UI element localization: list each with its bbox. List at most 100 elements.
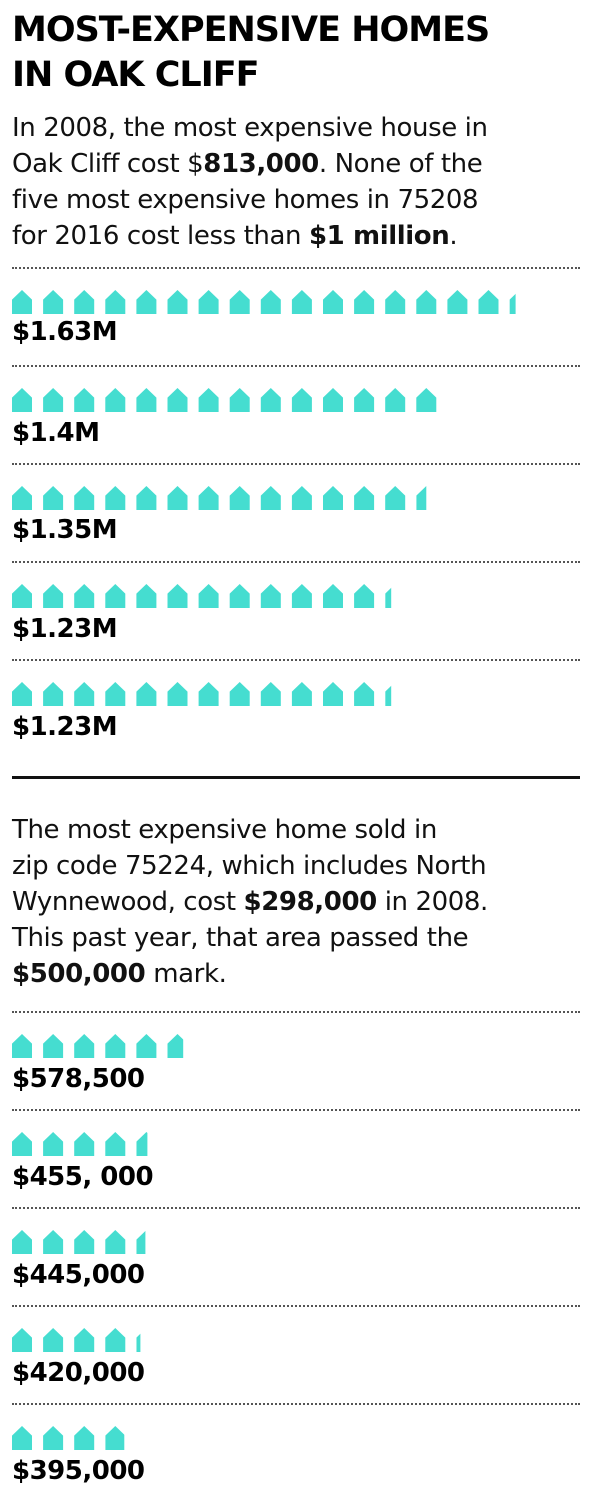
house-icon-shape — [105, 1426, 125, 1450]
house-icon — [323, 388, 343, 412]
house-icons-svg — [12, 584, 392, 608]
price-label: $1.23M — [12, 614, 118, 644]
house-icon-shape — [43, 1328, 64, 1352]
house-icon — [385, 388, 406, 412]
house-icon — [291, 584, 312, 608]
house-icons-svg — [12, 1132, 148, 1156]
house-icon — [74, 1132, 95, 1156]
house-icon — [260, 584, 281, 608]
house-icon-row — [12, 1230, 572, 1254]
house-icon-shape — [291, 584, 312, 608]
page-title: MOST-EXPENSIVE HOMES IN OAK CLIFF — [12, 8, 588, 98]
house-icon-shape — [198, 388, 219, 412]
house-icon-shape — [385, 685, 392, 706]
house-icon — [167, 388, 188, 412]
house-icon — [105, 290, 126, 314]
house-icon-shape — [260, 388, 281, 412]
house-icon — [291, 290, 312, 314]
house-icon — [12, 1132, 32, 1156]
house-icon-shape — [12, 290, 32, 314]
house-icon — [43, 584, 64, 608]
house-icon-shape — [12, 1034, 32, 1058]
house-icons-svg — [12, 1426, 125, 1450]
house-icon — [12, 1426, 32, 1450]
house-icon-shape — [416, 290, 437, 314]
price-label: $578,500 — [12, 1064, 145, 1094]
house-icon-shape — [198, 290, 219, 314]
house-icon-shape — [198, 486, 219, 510]
house-icon-row — [12, 486, 572, 510]
house-icon — [167, 486, 188, 510]
house-icon — [12, 584, 32, 608]
house-icon — [167, 584, 188, 608]
intro2-line-5-bold: $500,000 — [12, 959, 146, 989]
house-icon-shape — [478, 290, 499, 314]
house-icon-shape — [43, 682, 64, 706]
house-icon — [447, 290, 468, 314]
house-icon-shape — [136, 486, 157, 510]
house-icon — [323, 486, 343, 510]
house-icon-shape — [167, 584, 188, 608]
price-label: $445,000 — [12, 1260, 145, 1290]
house-icon-shape — [74, 486, 95, 510]
house-icon — [198, 388, 219, 412]
house-icon-row — [12, 1132, 572, 1156]
house-icon — [105, 682, 126, 706]
house-icon — [136, 584, 157, 608]
house-icon-shape — [385, 290, 406, 314]
house-icon-shape — [12, 1230, 32, 1254]
house-icon — [229, 584, 250, 608]
house-icon-shape — [136, 290, 157, 314]
house-icon-shape — [447, 290, 468, 314]
house-icon-shape — [354, 682, 375, 706]
intro1-line-4a: for 2016 cost less than — [12, 221, 309, 251]
house-icon-shape — [12, 1426, 32, 1450]
house-icon-shape — [136, 682, 157, 706]
house-icon-shape — [385, 486, 406, 510]
intro1-line-2b: . None of the — [318, 149, 483, 179]
house-icon — [323, 290, 343, 314]
house-icons-svg — [12, 1328, 141, 1352]
house-icon — [167, 1034, 184, 1058]
intro1-line-2a: Oak Cliff cost $ — [12, 149, 204, 179]
house-icon — [74, 290, 95, 314]
house-icon-shape — [229, 486, 250, 510]
house-icon-shape — [74, 388, 95, 412]
divider — [12, 659, 580, 661]
divider — [12, 267, 580, 269]
house-icon-shape — [323, 584, 343, 608]
house-icon — [105, 1426, 125, 1450]
house-icon-shape — [12, 584, 32, 608]
house-icon — [198, 682, 219, 706]
house-icon — [136, 1132, 148, 1156]
house-icon — [478, 290, 499, 314]
intro1-line-3: five most expensive homes in 75208 — [12, 185, 479, 215]
house-icons-svg — [12, 388, 437, 412]
house-icon-shape — [105, 1328, 126, 1352]
house-icon-shape — [385, 388, 406, 412]
house-icon — [229, 682, 250, 706]
divider — [12, 1011, 580, 1013]
house-icon-shape — [136, 1230, 146, 1254]
house-icon-row — [12, 1034, 572, 1058]
house-icon — [260, 682, 281, 706]
title-line-2: IN OAK CLIFF — [12, 55, 260, 95]
house-icon — [105, 1328, 126, 1352]
house-icon-shape — [323, 682, 343, 706]
house-icon — [12, 388, 32, 412]
house-icon — [354, 388, 375, 412]
house-icon-shape — [198, 682, 219, 706]
house-icon-shape — [385, 587, 392, 608]
house-icon — [74, 1230, 95, 1254]
house-icon — [43, 1328, 64, 1352]
price-label: $395,000 — [12, 1456, 145, 1486]
house-icon — [416, 290, 437, 314]
house-icon-shape — [43, 1230, 64, 1254]
house-icon-shape — [167, 388, 188, 412]
house-icon-shape — [354, 486, 375, 510]
house-icon — [354, 682, 375, 706]
house-icon — [74, 388, 95, 412]
house-icon-shape — [105, 1132, 126, 1156]
house-icon-shape — [416, 388, 437, 412]
